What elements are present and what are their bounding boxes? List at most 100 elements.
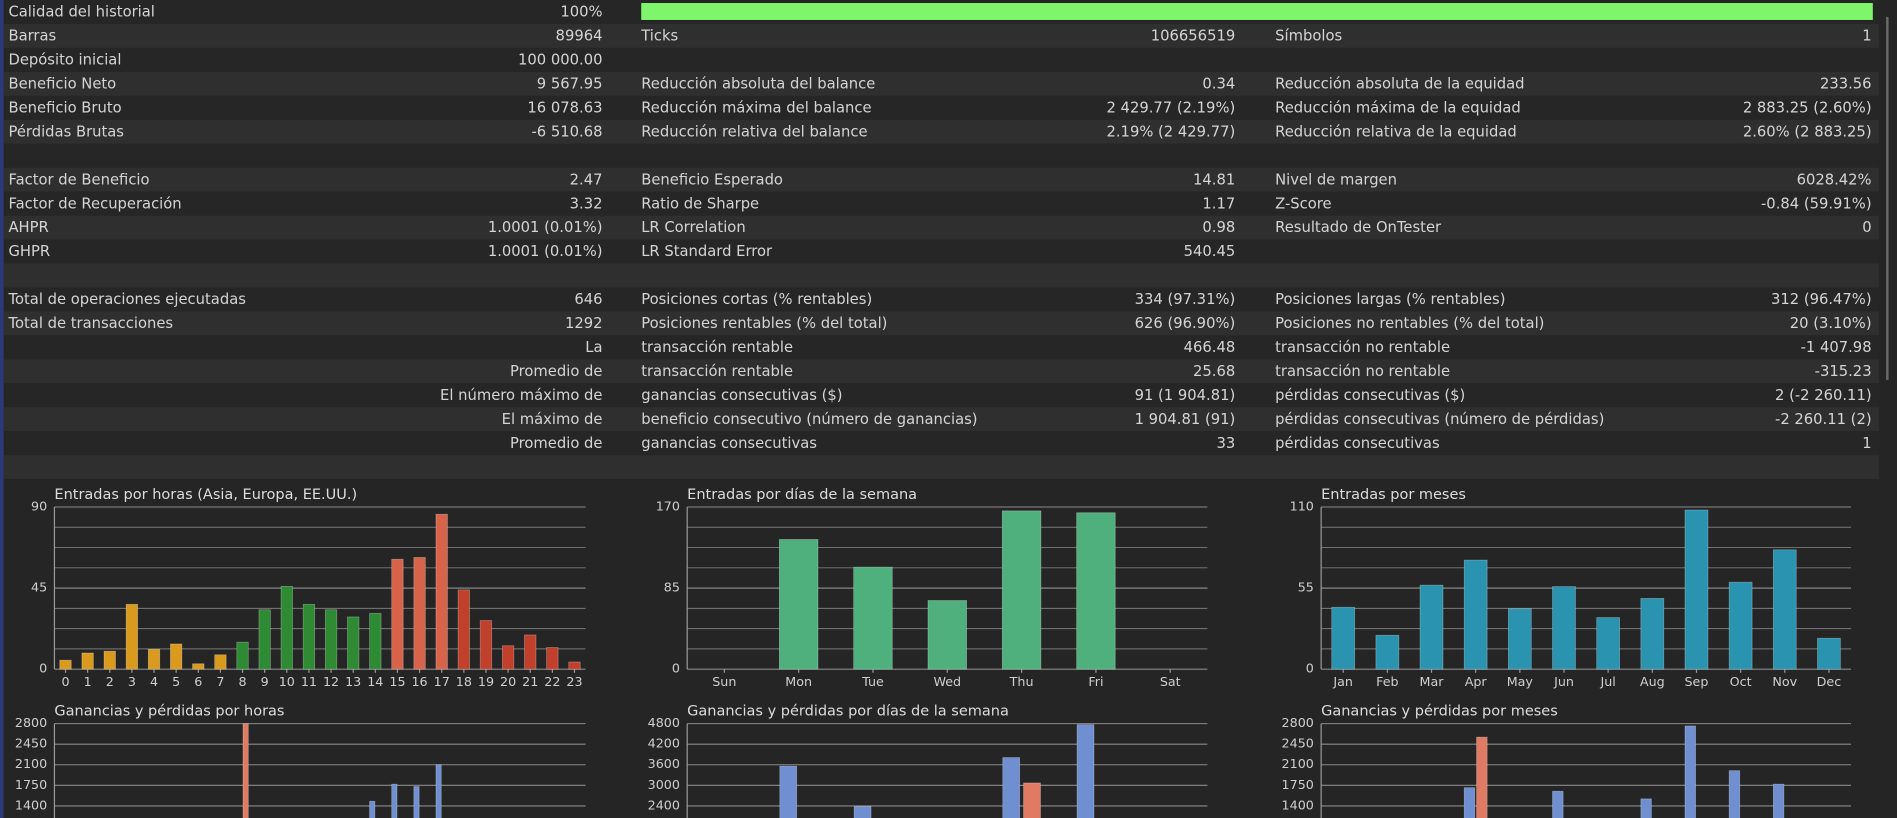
x-tick-label: Wed: [933, 674, 961, 689]
table-cell: 89964: [556, 28, 603, 45]
y-tick-label: 110: [1290, 499, 1314, 514]
table-cell: ganancias consecutivas: [641, 435, 817, 452]
table-cell: Ratio de Sharpe: [641, 195, 759, 212]
bar: [302, 603, 316, 670]
chart-title: Entradas por días de la semana: [687, 487, 917, 503]
table-cell: pérdidas consecutivas: [1275, 435, 1439, 452]
table-cell: 233.56: [1820, 75, 1872, 92]
y-tick-label: 2800: [1282, 715, 1314, 730]
x-tick-label: 4: [150, 674, 158, 689]
x-tick-label: Thu: [1009, 674, 1034, 689]
y-tick-label: 45: [31, 580, 47, 595]
x-tick-label: 12: [323, 674, 339, 689]
x-tick-label: Jan: [1332, 674, 1353, 689]
x-tick-label: Sat: [1160, 674, 1181, 689]
x-tick-label: 23: [566, 674, 582, 689]
bar: [435, 513, 448, 670]
bar: [1331, 606, 1356, 670]
x-tick-label: 7: [216, 674, 224, 689]
table-row: [3, 47, 1879, 72]
bar: [147, 648, 161, 670]
x-tick-label: Mon: [785, 674, 812, 689]
table-row: [3, 95, 1879, 120]
bar: [280, 585, 293, 670]
table-cell: Depósito inicial: [8, 52, 121, 69]
bar: [1552, 790, 1564, 818]
table-cell: 25.68: [1193, 363, 1235, 380]
table-cell: Factor de Beneficio: [8, 171, 149, 188]
table-cell: 2.47: [570, 171, 603, 188]
table-row: [3, 167, 1879, 192]
bar: [1023, 782, 1041, 818]
table-cell: transacción no rentable: [1275, 363, 1450, 380]
bar: [457, 589, 470, 670]
x-tick-label: 6: [194, 674, 202, 689]
table-row: [3, 215, 1879, 240]
y-tick-label: 2100: [15, 756, 47, 771]
x-tick-label: Sun: [712, 674, 736, 689]
y-tick-label: 1400: [1282, 797, 1314, 812]
bar: [103, 650, 116, 670]
table-row: [3, 431, 1879, 456]
x-tick-label: 19: [478, 674, 494, 689]
table-cell: ganancias consecutivas ($): [641, 387, 842, 404]
table-cell: -315.23: [1815, 363, 1872, 380]
table-cell: -6 510.68: [531, 123, 602, 140]
table-cell: Promedio de: [510, 363, 602, 380]
left-stripe: [0, 0, 4, 818]
table-cell: 16 078.63: [527, 99, 602, 116]
chart-title: Entradas por meses: [1321, 487, 1466, 503]
bar: [413, 557, 426, 670]
bar: [1728, 770, 1741, 818]
x-tick-label: 13: [345, 674, 361, 689]
bar: [1772, 783, 1785, 818]
y-tick-label: 4200: [648, 736, 680, 751]
table-cell: AHPR: [8, 219, 48, 236]
table-cell: 2.60% (2 883.25): [1743, 123, 1872, 140]
table-cell: 14.81: [1193, 171, 1235, 188]
bar: [1507, 608, 1532, 670]
bar: [568, 661, 581, 670]
table-row: [3, 119, 1879, 144]
y-tick-label: 0: [39, 661, 47, 676]
bar: [391, 783, 398, 818]
table-cell: 626 (96.90%): [1135, 315, 1236, 332]
table-cell: 646: [574, 291, 602, 308]
table-cell: 20 (3.10%): [1790, 315, 1872, 332]
table-cell: pérdidas consecutivas ($): [1275, 387, 1465, 404]
x-tick-label: 8: [239, 674, 247, 689]
x-tick-label: Oct: [1730, 674, 1752, 689]
x-tick-label: 17: [434, 674, 450, 689]
bar: [258, 609, 271, 670]
table-cell: transacción no rentable: [1275, 339, 1450, 356]
bar: [324, 609, 338, 670]
table-cell: 1292: [565, 315, 603, 332]
table-cell: LR Correlation: [641, 219, 745, 236]
table-row: [3, 407, 1879, 432]
x-tick-label: Feb: [1376, 674, 1398, 689]
table-cell: Nivel de margen: [1275, 171, 1397, 188]
x-tick-label: 10: [279, 674, 295, 689]
x-tick-label: Jun: [1553, 674, 1574, 689]
x-tick-label: 22: [544, 674, 560, 689]
table-cell: Posiciones cortas (% rentables): [641, 291, 872, 308]
table-cell: Reducción absoluta de la equidad: [1275, 75, 1524, 92]
table-cell: Posiciones rentables (% del total): [641, 315, 887, 332]
bar: [479, 620, 493, 670]
table-cell: 6028.42%: [1797, 171, 1872, 188]
table-cell: 33: [1216, 435, 1235, 452]
chart-title: Entradas por horas (Asia, Europa, EE.UU.…: [54, 487, 357, 503]
bar: [1817, 637, 1841, 670]
y-tick-label: 3000: [648, 777, 680, 792]
y-tick-label: 2400: [648, 797, 680, 812]
table-cell: beneficio consecutivo (número de gananci…: [641, 411, 977, 428]
y-tick-label: 2450: [15, 736, 47, 751]
y-tick-label: 85: [664, 580, 680, 595]
x-tick-label: 9: [261, 674, 269, 689]
table-cell: Ticks: [640, 28, 678, 45]
table-cell: 0.34: [1202, 75, 1235, 92]
bar: [170, 643, 183, 670]
table-cell: 100%: [560, 4, 602, 21]
x-tick-label: 20: [500, 674, 516, 689]
